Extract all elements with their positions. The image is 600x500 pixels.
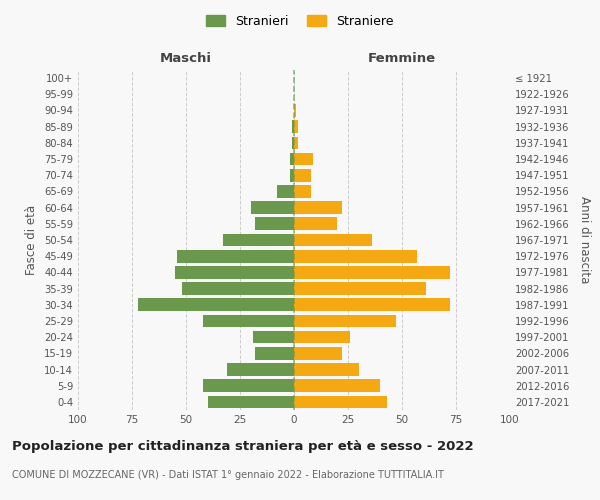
Bar xyxy=(203,380,294,392)
Bar xyxy=(294,250,417,262)
Bar xyxy=(294,314,395,328)
Bar xyxy=(294,185,311,198)
Bar xyxy=(255,218,294,230)
Bar xyxy=(178,250,294,262)
Text: COMUNE DI MOZZECANE (VR) - Dati ISTAT 1° gennaio 2022 - Elaborazione TUTTITALIA.: COMUNE DI MOZZECANE (VR) - Dati ISTAT 1°… xyxy=(12,470,444,480)
Bar xyxy=(294,363,359,376)
Bar xyxy=(294,234,372,246)
Bar xyxy=(294,218,337,230)
Legend: Stranieri, Straniere: Stranieri, Straniere xyxy=(203,11,397,32)
Bar xyxy=(292,120,294,133)
Bar xyxy=(294,347,341,360)
Bar xyxy=(292,136,294,149)
Bar xyxy=(290,152,294,166)
Y-axis label: Fasce di età: Fasce di età xyxy=(25,205,38,275)
Text: Popolazione per cittadinanza straniera per età e sesso - 2022: Popolazione per cittadinanza straniera p… xyxy=(12,440,473,453)
Y-axis label: Anni di nascita: Anni di nascita xyxy=(578,196,591,284)
Bar xyxy=(277,185,294,198)
Bar xyxy=(294,120,298,133)
Bar xyxy=(294,331,350,344)
Bar xyxy=(294,169,311,181)
Bar xyxy=(294,282,426,295)
Bar xyxy=(255,347,294,360)
Bar xyxy=(208,396,294,408)
Text: Maschi: Maschi xyxy=(160,52,212,65)
Bar xyxy=(294,380,380,392)
Bar xyxy=(227,363,294,376)
Bar xyxy=(294,152,313,166)
Bar xyxy=(294,298,449,311)
Bar xyxy=(175,266,294,278)
Bar xyxy=(294,202,341,214)
Text: Femmine: Femmine xyxy=(368,52,436,65)
Bar xyxy=(139,298,294,311)
Bar xyxy=(253,331,294,344)
Bar xyxy=(294,396,387,408)
Bar xyxy=(203,314,294,328)
Bar xyxy=(251,202,294,214)
Bar xyxy=(294,266,449,278)
Bar xyxy=(223,234,294,246)
Bar xyxy=(294,104,296,117)
Bar xyxy=(294,136,298,149)
Bar xyxy=(290,169,294,181)
Bar xyxy=(182,282,294,295)
